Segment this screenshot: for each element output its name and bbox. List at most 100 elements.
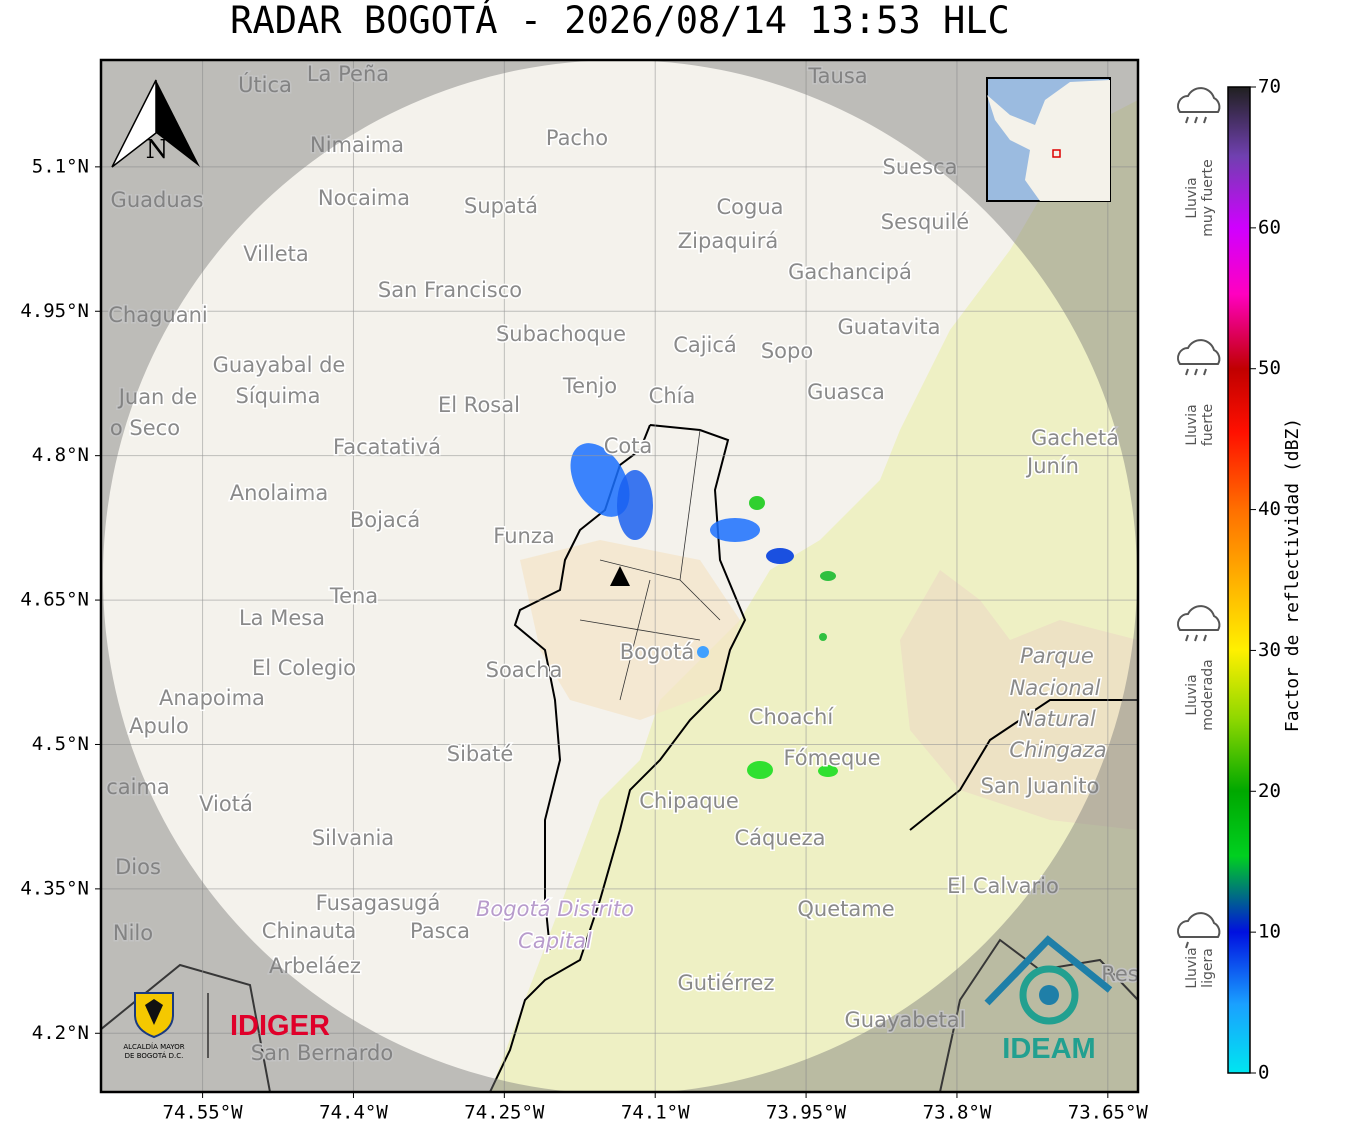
- place-label: San Bernardo: [251, 1041, 393, 1065]
- place-label: Nilo: [113, 921, 153, 945]
- alcaldia-line: ALCALDÍA MAYOR: [123, 1042, 184, 1051]
- rain-drop: [1185, 941, 1189, 949]
- place-label: caima: [106, 775, 170, 799]
- colorbar: [1227, 86, 1251, 1074]
- rain-icon: [1177, 339, 1221, 365]
- y-tick-label: 4.2°N: [32, 1022, 89, 1044]
- colorbar-tick-label: 10: [1258, 921, 1281, 943]
- place-label: Junín: [1025, 454, 1079, 478]
- place-label: Chinauta: [262, 919, 356, 943]
- place-label: Chía: [649, 384, 696, 408]
- rain-drop: [1203, 634, 1207, 642]
- place-label: Supatá: [464, 194, 538, 218]
- place-label: Guayabal de: [213, 353, 346, 377]
- rain-icon: [1177, 912, 1221, 938]
- x-tick-label: 73.8°W: [923, 1102, 992, 1124]
- grid: [101, 60, 1138, 1092]
- title: RADAR BOGOTÁ - 2026/08/14 13:53 HLC: [230, 0, 1010, 42]
- rain-drop: [1185, 368, 1189, 376]
- rain-label: Lluvia: [1184, 947, 1200, 988]
- place-label: Viotá: [199, 792, 253, 816]
- place-label: Guaduas: [111, 188, 204, 212]
- rain-drop: [1194, 116, 1198, 124]
- x-tick-label: 74.55°W: [163, 1102, 244, 1124]
- place-label: Tausa: [807, 64, 867, 88]
- map: La Peña Útica Tausa Pacho Nimaima Suesca Guadu…: [101, 60, 1138, 1092]
- place-label: Arbeláez: [269, 954, 361, 978]
- place-label: Dios: [115, 855, 161, 879]
- place-label: El Colegio: [252, 656, 356, 680]
- x-tick-label: 74.25°W: [464, 1102, 545, 1124]
- radar-echoes: [570, 443, 838, 779]
- place-label: Sopo: [761, 339, 813, 363]
- map-frame: [99, 58, 1140, 1094]
- place-label: Tenjo: [562, 374, 617, 398]
- place-label: Útica: [238, 72, 292, 97]
- place-label: Funza: [493, 524, 554, 548]
- colorbar-ticks: 0 10 20 30 40 50 60 70: [1250, 76, 1281, 1084]
- place-label: San Francisco: [378, 278, 522, 302]
- place-label: La Mesa: [239, 606, 325, 630]
- colorbar-tick-label: 60: [1258, 216, 1281, 238]
- place-label: Suesca: [883, 155, 958, 179]
- place-label: Chingaza: [1009, 738, 1106, 762]
- park-area: [900, 570, 1138, 830]
- place-label: Guayabetal: [845, 1008, 966, 1032]
- place-label: Parque: [1020, 644, 1094, 668]
- place-label: Quetame: [797, 897, 894, 921]
- place-label: Anolaima: [230, 481, 328, 505]
- terrain-east: [490, 100, 1138, 1092]
- place-label: Soacha: [486, 658, 563, 682]
- x-tick-label: 73.95°W: [766, 1102, 847, 1124]
- rain-icon: [1177, 605, 1221, 631]
- y-tick-label: 5.1°N: [32, 155, 89, 177]
- rain-label: Lluvia: [1184, 674, 1200, 715]
- place-label: Gutiérrez: [678, 971, 775, 995]
- place-label: Capital: [518, 929, 592, 953]
- place-label: Facatativá: [333, 435, 441, 459]
- north-arrow: N: [111, 79, 200, 168]
- rain-drop: [1194, 634, 1198, 642]
- logos: ALCALDÍA MAYOR DE BOGOTÁ D.C. IDIGER IDE…: [123, 935, 1113, 1065]
- place-label: Cajicá: [673, 333, 737, 357]
- y-tick-label: 4.65°N: [20, 589, 89, 611]
- y-tick-label: 4.95°N: [20, 300, 89, 322]
- place-label: Anapoima: [159, 686, 265, 710]
- colorbar-tick-label: 70: [1258, 76, 1281, 98]
- place-label: Nimaima: [310, 133, 404, 157]
- place-label: Sesquilé: [881, 210, 969, 234]
- rain-label: fuerte: [1200, 404, 1216, 446]
- place-label: El Calvario: [947, 874, 1059, 898]
- place-label: Guasca: [807, 380, 885, 404]
- place-label: Apulo: [129, 714, 189, 738]
- place-label: Síquima: [236, 384, 321, 408]
- place-label: Bogotá: [620, 640, 695, 664]
- colorbar-tick-label: 30: [1258, 639, 1281, 661]
- x-tick-label: 74.4°W: [319, 1102, 388, 1124]
- rain-drop: [1203, 116, 1207, 124]
- colorbar-tick-label: 50: [1258, 357, 1281, 379]
- place-label: Cáqueza: [735, 826, 826, 850]
- place-label: Guatavita: [838, 315, 941, 339]
- place-label: San Juanito: [981, 774, 1100, 798]
- place-label: Tena: [329, 584, 378, 608]
- ideam-logo: IDEAM: [1002, 1033, 1095, 1065]
- y-tick-label: 4.5°N: [32, 733, 89, 755]
- place-label: Bogotá Distrito: [476, 897, 634, 921]
- place-label: Sibaté: [447, 742, 514, 766]
- place-label: Chaguani: [108, 303, 208, 327]
- rain-drop: [1185, 116, 1189, 124]
- place-label: Villeta: [243, 242, 308, 266]
- place-label: Bojacá: [350, 508, 420, 532]
- place-label: Juan de: [117, 385, 198, 409]
- colorbar-tick-label: 0: [1258, 1062, 1269, 1084]
- rain-label: Lluvia: [1184, 177, 1200, 218]
- rain-drop: [1185, 634, 1189, 642]
- place-label: Silvania: [312, 826, 394, 850]
- x-tick-label: 74.1°W: [621, 1102, 690, 1124]
- north-label: N: [146, 135, 169, 165]
- inset-map: [986, 77, 1111, 202]
- alcaldia-line: DE BOGOTÁ D.C.: [125, 1051, 184, 1060]
- x-tick-label: 73.65°W: [1068, 1102, 1149, 1124]
